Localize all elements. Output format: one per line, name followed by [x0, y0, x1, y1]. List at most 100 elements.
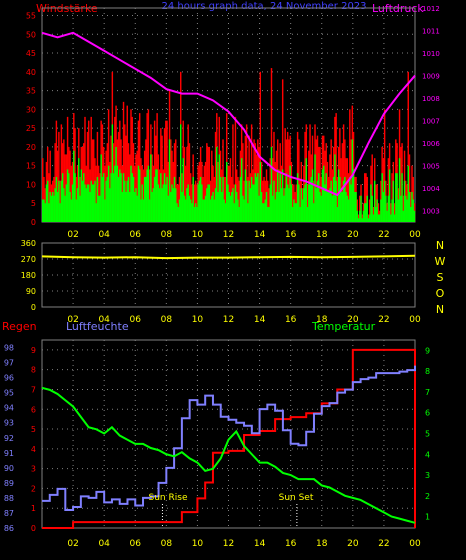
wind-y-tick-label: 30: [26, 105, 36, 114]
wind-avg-bar: [299, 206, 301, 222]
wind-avg-bar: [318, 173, 320, 222]
wind-avg-bar: [371, 195, 373, 222]
wind-avg-bar: [46, 180, 49, 222]
wind-avg-bar: [303, 188, 305, 222]
wind-gust-bar: [298, 139, 300, 222]
wind-avg-bar: [326, 191, 329, 222]
wind-gust-bar: [151, 154, 153, 222]
wind-avg-bar: [43, 199, 45, 222]
wind-chart: 0510152025303540455055100310041005100610…: [26, 5, 441, 240]
sun-set-label: Sun Set: [279, 493, 314, 503]
wind-avg-bar: [365, 203, 367, 222]
wind-gust-bar: [58, 131, 60, 222]
wind-gust-bar: [136, 150, 138, 222]
wind-gust-bar: [245, 124, 248, 222]
wind-gust-bar: [387, 158, 390, 222]
wind-y-tick-label: 55: [26, 12, 36, 21]
wind-avg-bar: [198, 180, 201, 222]
wind-gust-bar: [242, 143, 244, 222]
wind-gust-bar: [286, 131, 289, 222]
wind-gust-bar: [341, 143, 344, 222]
wind-avg-bar: [167, 195, 170, 222]
wind-avg-bar: [265, 191, 268, 222]
wind-avg-bar: [286, 184, 289, 222]
wind-gust-bar: [167, 161, 170, 222]
wind-avg-bar: [206, 188, 208, 222]
wind-gust-bar: [347, 173, 350, 222]
wind-gust-bar: [187, 124, 189, 222]
wind-avg-bar: [107, 165, 110, 222]
wind-avg-bar: [148, 199, 151, 222]
wind-gust-bar: [382, 158, 385, 222]
wind-avg-bar: [239, 176, 242, 222]
direction-x-tick-label: 16: [285, 315, 297, 325]
weather-x-tick-label: 14: [254, 539, 266, 549]
wind-gust-bar: [42, 158, 44, 222]
wind-avg-bar: [347, 199, 350, 222]
wind-x-tick-label: 00: [409, 230, 421, 240]
wind-avg-bar: [237, 199, 239, 222]
humidity-label: Luftfeuchte: [66, 320, 129, 333]
wind-gust-bar: [250, 124, 253, 222]
wind-avg-bar: [194, 203, 197, 222]
wind-gust-bar: [383, 109, 386, 222]
wind-avg-bar: [58, 180, 60, 222]
wind-gust-bar: [275, 150, 278, 222]
wind-gust-bar: [166, 120, 168, 222]
wind-avg-bar: [316, 180, 319, 222]
weather-x-tick-label: 18: [316, 539, 328, 549]
wind-gust-bar: [267, 180, 269, 222]
wind-avg-bar: [181, 191, 183, 222]
wind-gust-bar: [126, 105, 128, 222]
wind-y-tick-label: 10: [26, 180, 36, 189]
wind-gust-bar: [309, 124, 311, 222]
wind-avg-bar: [320, 195, 322, 222]
wind-gust-bar: [313, 180, 315, 222]
wind-gust-bar: [349, 109, 351, 222]
wind-avg-bar: [413, 210, 416, 222]
wind-avg-bar: [153, 176, 156, 222]
wind-gust-bar: [56, 150, 59, 222]
humidity-y-tick-label: 98: [4, 344, 14, 353]
wind-avg-bar: [95, 203, 97, 222]
wind-x-tick-label: 10: [192, 230, 204, 240]
wind-avg-bar: [249, 188, 252, 222]
wind-avg-bar: [398, 158, 401, 222]
wind-avg-bar: [352, 169, 355, 222]
wind-avg-bar: [110, 173, 112, 222]
wind-avg-bar: [56, 191, 59, 222]
pressure-y-tick-label: 1004: [422, 185, 440, 193]
wind-gust-bar: [371, 154, 373, 222]
wind-avg-bar: [281, 169, 284, 222]
temperature-y-tick-label: 5: [425, 429, 430, 438]
wind-y-tick-label: 40: [26, 68, 36, 77]
wind-avg-bar: [349, 176, 351, 222]
wind-avg-bar: [238, 206, 240, 222]
wind-avg-bar: [117, 176, 120, 222]
humidity-line: [42, 365, 416, 511]
weather-x-tick-label: 20: [347, 539, 359, 549]
wind-gust-bar: [184, 165, 187, 222]
wind-gust-bar: [186, 146, 188, 222]
wind-gust-bar: [203, 165, 206, 222]
wind-avg-bar: [213, 199, 216, 222]
humidity-y-tick-label: 95: [4, 389, 14, 398]
wind-avg-bar: [346, 195, 349, 222]
wind-avg-bar: [342, 180, 345, 222]
wind-gust-bar: [97, 165, 100, 222]
wind-avg-bar: [367, 218, 370, 222]
wind-x-tick-label: 18: [316, 230, 328, 240]
wind-gust-bar: [148, 169, 151, 222]
weather-x-tick-label: 02: [67, 539, 78, 549]
wind-avg-bar: [130, 165, 132, 222]
pressure-y-tick-label: 1006: [422, 140, 440, 148]
wind-x-tick-label: 04: [98, 230, 110, 240]
wind-gust-bar: [400, 146, 402, 222]
wind-gust-bar: [49, 150, 51, 222]
wind-avg-bar: [63, 188, 65, 222]
humidity-y-tick-label: 88: [4, 494, 14, 503]
wind-avg-bar: [412, 199, 414, 222]
wind-gust-bar: [86, 131, 89, 222]
